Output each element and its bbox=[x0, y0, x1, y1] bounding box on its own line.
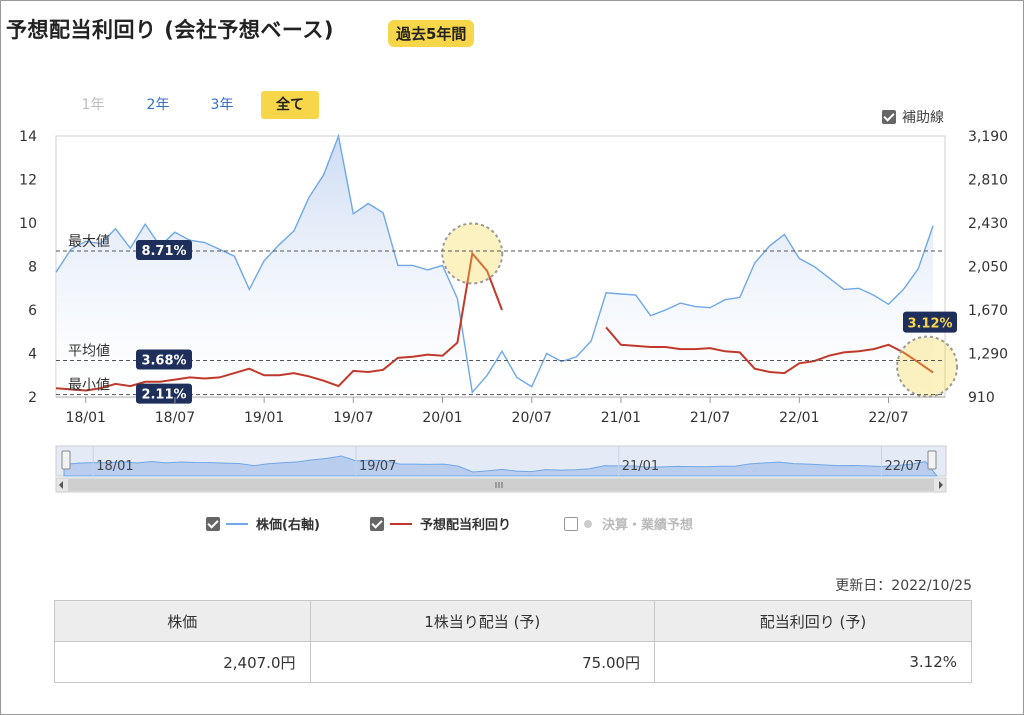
y-left-tick-label: 6 bbox=[28, 303, 37, 319]
legend-yield-label: 予想配当利回り bbox=[420, 518, 512, 533]
x-tick-label: 21/01 bbox=[601, 410, 641, 426]
checkbox-unchecked-icon[interactable] bbox=[564, 516, 578, 531]
x-tick-label: 22/07 bbox=[868, 410, 908, 426]
y-right-tick-label: 3,190 bbox=[968, 129, 1008, 145]
navigator-series bbox=[63, 455, 939, 477]
reference-line-label: 平均値 bbox=[68, 343, 110, 359]
price-area bbox=[56, 136, 934, 397]
period-badge: 過去5年間 bbox=[388, 20, 475, 47]
y-left-tick-label: 10 bbox=[19, 216, 37, 232]
aux-lines-toggle[interactable]: 補助線 bbox=[882, 107, 944, 127]
range-2y-button[interactable]: 2年 bbox=[146, 97, 170, 113]
summary-table: 株価 1株当り配当 (予) 配当利回り (予) 2,407.0円 75.00円 … bbox=[54, 600, 972, 683]
current-value-label: 3.12% bbox=[907, 317, 952, 332]
y-left-tick-label: 2 bbox=[28, 390, 37, 406]
reference-line-label: 最大値 bbox=[68, 234, 110, 250]
current-value-badge bbox=[903, 311, 957, 333]
x-tick-label: 20/07 bbox=[512, 410, 552, 426]
y-right-tick-label: 910 bbox=[968, 390, 995, 406]
y-right-tick-label: 2,430 bbox=[968, 216, 1008, 232]
navigator[interactable]: 18/01 19/07 21/01 22/07 bbox=[55, 445, 947, 493]
checkbox-checked-icon[interactable] bbox=[206, 516, 220, 531]
checkbox-checked-icon[interactable] bbox=[882, 110, 896, 124]
x-tick-label: 22/01 bbox=[779, 410, 819, 426]
checkbox-checked-icon[interactable] bbox=[370, 516, 384, 531]
table-row: 2,407.0円 75.00円 3.12% bbox=[54, 641, 972, 683]
max-highlight-circle bbox=[441, 222, 504, 285]
range-all-button[interactable]: 全て bbox=[261, 91, 319, 119]
x-tick-label: 19/01 bbox=[244, 410, 284, 426]
range-1y-button[interactable]: 1年 bbox=[81, 97, 105, 113]
y-left-tick-label: 14 bbox=[19, 129, 37, 145]
aux-lines-label: 補助線 bbox=[902, 110, 944, 126]
table-header-row: 株価 1株当り配当 (予) 配当利回り (予) bbox=[54, 600, 972, 642]
table-header: 株価 bbox=[54, 600, 311, 642]
navigator-tick-label: 22/07 bbox=[885, 459, 922, 474]
yield-line bbox=[605, 326, 934, 375]
reference-value-badge bbox=[136, 240, 192, 261]
reference-value-badge bbox=[136, 349, 192, 370]
x-tick-label: 18/07 bbox=[155, 410, 195, 426]
reference-value-label: 8.71% bbox=[141, 244, 186, 259]
yield-line bbox=[55, 251, 503, 392]
chart-axes: 2 4 6 8 10 12 14 910 1,290 1,670 2,050 2,430 2,810 3,… bbox=[19, 129, 1008, 426]
navigator-tick-label: 19/07 bbox=[359, 459, 396, 474]
navigator-scrollbar-thumb[interactable] bbox=[68, 479, 934, 491]
y-right-tick-label: 2,810 bbox=[968, 173, 1008, 189]
y-right-tick-label: 2,050 bbox=[968, 260, 1008, 276]
x-tick-label: 19/07 bbox=[333, 410, 373, 426]
table-header: 1株当り配当 (予) bbox=[309, 600, 656, 642]
y-left-tick-label: 12 bbox=[19, 173, 37, 189]
y-right-tick-label: 1,290 bbox=[968, 347, 1008, 363]
price-series bbox=[55, 133, 934, 397]
stock-price-value: 2,407.0円 bbox=[54, 641, 311, 683]
navigator-right-handle[interactable] bbox=[927, 450, 937, 470]
yield-line-swatch bbox=[390, 522, 412, 525]
navigator-tick-label: 18/01 bbox=[96, 459, 133, 474]
current-highlight-circle bbox=[896, 335, 959, 398]
reference-lines: 最大値 8.71% 平均値 3.68% 最小値 2.11% 3.12% bbox=[56, 234, 957, 404]
x-tick-label: 21/07 bbox=[690, 410, 730, 426]
dividend-yield-value: 3.12% bbox=[654, 641, 972, 683]
legend-price[interactable]: 株価(右軸) bbox=[206, 514, 320, 533]
legend-forecast-label: 決算・業績予想 bbox=[602, 518, 694, 533]
dividend-per-share-value: 75.00円 bbox=[309, 641, 656, 683]
scroll-left-arrow-icon bbox=[59, 481, 63, 489]
y-left-tick-label: 4 bbox=[28, 347, 37, 363]
y-right-tick-label: 1,670 bbox=[968, 303, 1008, 319]
reference-line-label: 最小値 bbox=[68, 378, 110, 394]
updated-date: 更新日：2022/10/25 bbox=[835, 578, 972, 594]
reference-value-badge bbox=[136, 383, 192, 404]
scroll-right-arrow-icon bbox=[939, 481, 943, 489]
price-line-swatch bbox=[226, 522, 248, 525]
forecast-dot-icon bbox=[584, 519, 592, 528]
yield-series bbox=[55, 222, 959, 398]
range-3y-button[interactable]: 3年 bbox=[210, 97, 234, 113]
price-line bbox=[55, 133, 934, 394]
table-header: 配当利回り (予) bbox=[654, 600, 972, 642]
navigator-left-handle[interactable] bbox=[61, 450, 71, 470]
navigator-tick-label: 21/01 bbox=[622, 459, 659, 474]
x-tick-label: 18/01 bbox=[66, 410, 106, 426]
yield-chart: 最大値 8.71% 平均値 3.68% 最小値 2.11% 3.12% 2 4 6 8 10 12 14… bbox=[19, 129, 1008, 493]
legend-price-label: 株価(右軸) bbox=[256, 518, 320, 533]
legend-yield[interactable]: 予想配当利回り bbox=[370, 514, 511, 533]
reference-value-label: 2.11% bbox=[141, 388, 186, 403]
x-tick-label: 20/01 bbox=[422, 410, 462, 426]
y-left-tick-label: 8 bbox=[28, 260, 37, 276]
legend-forecast[interactable]: 決算・業績予想 bbox=[564, 514, 693, 533]
chart-title: 予想配当利回り (会社予想ベース) bbox=[6, 18, 334, 42]
reference-value-label: 3.68% bbox=[141, 353, 186, 368]
